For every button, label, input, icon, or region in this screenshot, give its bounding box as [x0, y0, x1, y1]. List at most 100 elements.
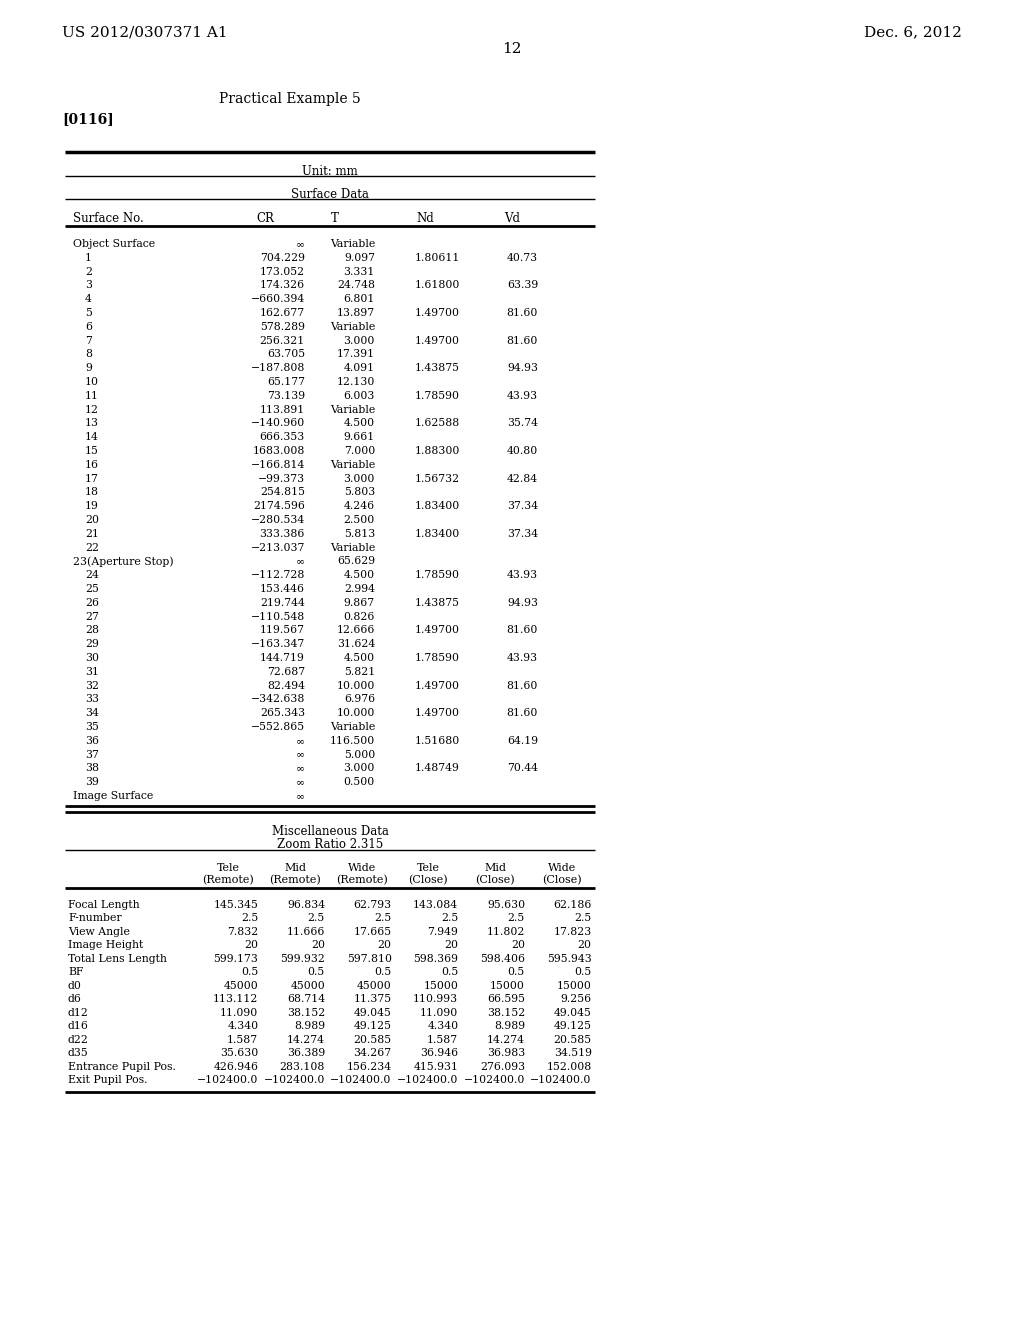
- Text: Wide: Wide: [347, 863, 376, 873]
- Text: 20: 20: [511, 940, 525, 950]
- Text: 10: 10: [85, 378, 99, 387]
- Text: 110.993: 110.993: [414, 994, 459, 1005]
- Text: 2174.596: 2174.596: [253, 502, 305, 511]
- Text: 10.000: 10.000: [337, 709, 375, 718]
- Text: 17: 17: [85, 474, 99, 483]
- Text: 7.000: 7.000: [344, 446, 375, 455]
- Text: 1.62588: 1.62588: [415, 418, 460, 429]
- Text: 173.052: 173.052: [260, 267, 305, 277]
- Text: Miscellaneous Data: Miscellaneous Data: [271, 825, 388, 838]
- Text: −187.808: −187.808: [251, 363, 305, 374]
- Text: 174.326: 174.326: [260, 280, 305, 290]
- Text: 38.152: 38.152: [287, 1007, 325, 1018]
- Text: 13.897: 13.897: [337, 308, 375, 318]
- Text: 597.810: 597.810: [347, 954, 391, 964]
- Text: Variable: Variable: [330, 543, 375, 553]
- Text: 12: 12: [85, 405, 99, 414]
- Text: 11.090: 11.090: [220, 1007, 258, 1018]
- Text: Entrance Pupil Pos.: Entrance Pupil Pos.: [68, 1061, 176, 1072]
- Text: (Remote): (Remote): [269, 875, 321, 886]
- Text: Variable: Variable: [330, 405, 375, 414]
- Text: 2.5: 2.5: [574, 913, 592, 923]
- Text: 0.5: 0.5: [574, 968, 592, 977]
- Text: 66.595: 66.595: [487, 994, 525, 1005]
- Text: 49.045: 49.045: [353, 1007, 391, 1018]
- Text: 9: 9: [85, 363, 92, 374]
- Text: 2.5: 2.5: [508, 913, 525, 923]
- Text: 81.60: 81.60: [507, 335, 538, 346]
- Text: −102400.0: −102400.0: [397, 1076, 459, 1085]
- Text: 42.84: 42.84: [507, 474, 538, 483]
- Text: 2.500: 2.500: [344, 515, 375, 525]
- Text: 11.802: 11.802: [486, 927, 525, 937]
- Text: Image Height: Image Height: [68, 940, 143, 950]
- Text: 0.5: 0.5: [508, 968, 525, 977]
- Text: 0.5: 0.5: [241, 968, 258, 977]
- Text: 4.340: 4.340: [427, 1022, 459, 1031]
- Text: 20.585: 20.585: [353, 1035, 391, 1045]
- Text: 1.80611: 1.80611: [415, 253, 460, 263]
- Text: 20: 20: [85, 515, 99, 525]
- Text: Variable: Variable: [330, 722, 375, 733]
- Text: 49.045: 49.045: [554, 1007, 592, 1018]
- Text: Tele: Tele: [217, 863, 240, 873]
- Text: −163.347: −163.347: [251, 639, 305, 649]
- Text: 7.949: 7.949: [427, 927, 459, 937]
- Text: 1.88300: 1.88300: [415, 446, 460, 455]
- Text: ∞: ∞: [296, 735, 305, 746]
- Text: 36.946: 36.946: [420, 1048, 459, 1059]
- Text: d0: d0: [68, 981, 82, 991]
- Text: 14.274: 14.274: [487, 1035, 525, 1045]
- Text: 49.125: 49.125: [554, 1022, 592, 1031]
- Text: 68.714: 68.714: [287, 994, 325, 1005]
- Text: Practical Example 5: Practical Example 5: [219, 92, 360, 106]
- Text: 156.234: 156.234: [346, 1061, 391, 1072]
- Text: 2: 2: [85, 267, 92, 277]
- Text: −342.638: −342.638: [251, 694, 305, 705]
- Text: 81.60: 81.60: [507, 709, 538, 718]
- Text: 49.125: 49.125: [353, 1022, 391, 1031]
- Text: 6: 6: [85, 322, 92, 331]
- Text: 10.000: 10.000: [337, 681, 375, 690]
- Text: 33: 33: [85, 694, 99, 705]
- Text: 35: 35: [85, 722, 99, 733]
- Text: 35.74: 35.74: [507, 418, 538, 429]
- Text: 20: 20: [311, 940, 325, 950]
- Text: 13: 13: [85, 418, 99, 429]
- Text: 20: 20: [444, 940, 459, 950]
- Text: d22: d22: [68, 1035, 89, 1045]
- Text: 144.719: 144.719: [260, 653, 305, 663]
- Text: Vd: Vd: [504, 213, 520, 224]
- Text: 15: 15: [85, 446, 99, 455]
- Text: −102400.0: −102400.0: [530, 1076, 592, 1085]
- Text: −660.394: −660.394: [251, 294, 305, 304]
- Text: 12.666: 12.666: [337, 626, 375, 635]
- Text: 1683.008: 1683.008: [253, 446, 305, 455]
- Text: 254.815: 254.815: [260, 487, 305, 498]
- Text: 9.097: 9.097: [344, 253, 375, 263]
- Text: 19: 19: [85, 502, 99, 511]
- Text: 9.661: 9.661: [344, 432, 375, 442]
- Text: Exit Pupil Pos.: Exit Pupil Pos.: [68, 1076, 147, 1085]
- Text: 15000: 15000: [490, 981, 525, 991]
- Text: 153.446: 153.446: [260, 583, 305, 594]
- Text: 38.152: 38.152: [486, 1007, 525, 1018]
- Text: 31: 31: [85, 667, 99, 677]
- Text: 1: 1: [85, 253, 92, 263]
- Text: 37.34: 37.34: [507, 502, 538, 511]
- Text: Object Surface: Object Surface: [73, 239, 155, 249]
- Text: 36: 36: [85, 735, 99, 746]
- Text: Variable: Variable: [330, 459, 375, 470]
- Text: 12.130: 12.130: [337, 378, 375, 387]
- Text: 113.891: 113.891: [260, 405, 305, 414]
- Text: Surface No.: Surface No.: [73, 213, 143, 224]
- Text: 20: 20: [578, 940, 592, 950]
- Text: Dec. 6, 2012: Dec. 6, 2012: [864, 25, 962, 40]
- Text: 11: 11: [85, 391, 99, 401]
- Text: Surface Data: Surface Data: [291, 187, 369, 201]
- Text: −110.548: −110.548: [251, 611, 305, 622]
- Text: 1.49700: 1.49700: [415, 308, 460, 318]
- Text: 45000: 45000: [290, 981, 325, 991]
- Text: 5.821: 5.821: [344, 667, 375, 677]
- Text: 145.345: 145.345: [213, 900, 258, 909]
